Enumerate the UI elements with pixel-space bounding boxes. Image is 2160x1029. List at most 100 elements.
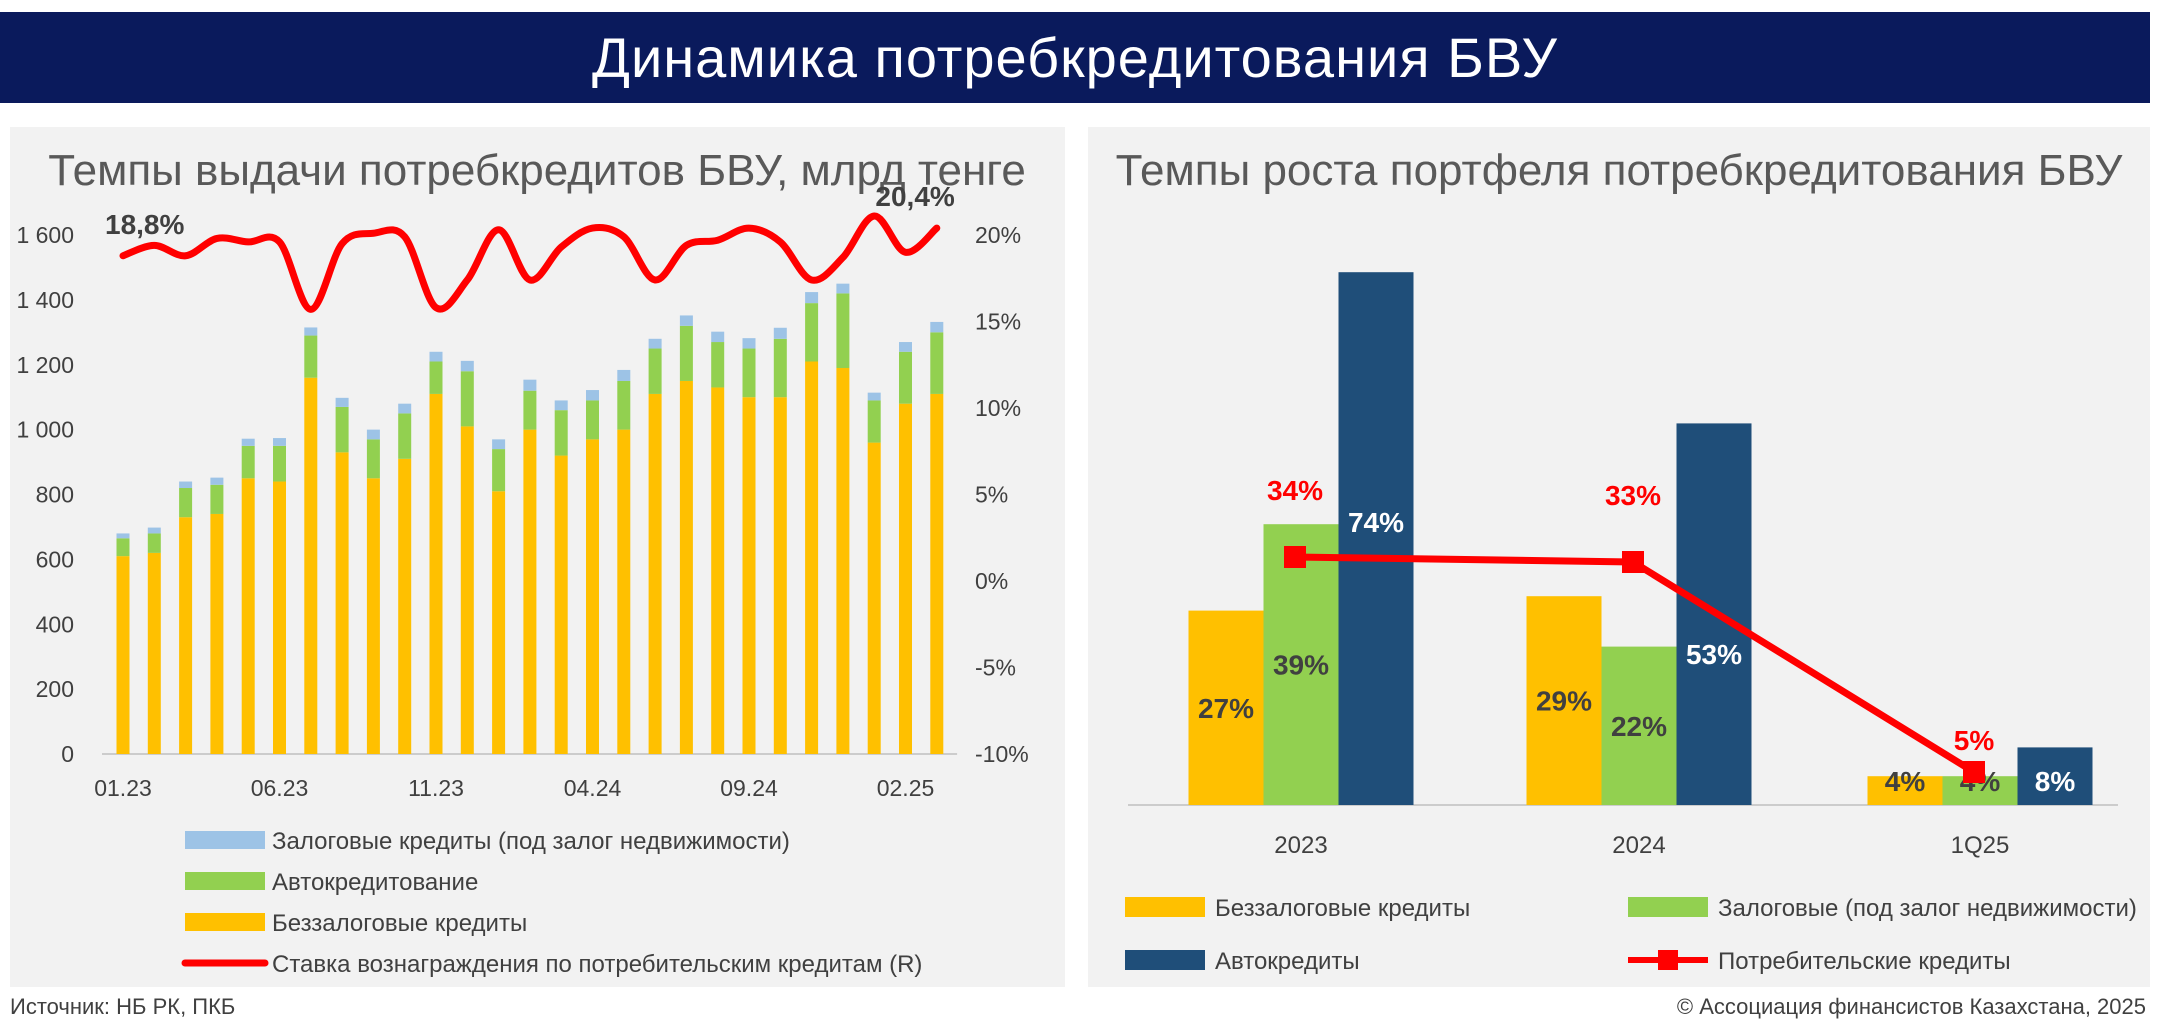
bar-segment-mortgage	[429, 351, 443, 362]
bar-segment-mortgage	[773, 327, 787, 339]
bar-segment-mortgage	[147, 527, 161, 534]
bar-segment-unsecured	[805, 361, 819, 754]
bar-segment-unsecured	[679, 380, 693, 754]
bar-segment-unsecured	[648, 393, 662, 754]
bar-segment-mortgage	[617, 369, 631, 381]
bar-data-label: 29%	[1536, 686, 1592, 717]
bar-segment-unsecured	[554, 455, 568, 754]
bar-segment-auto	[116, 538, 130, 557]
bar-segment-auto	[429, 361, 443, 394]
bar-segment-unsecured	[366, 478, 380, 754]
issuance-chart: Темпы выдачи потребкредитов БВУ, млрд те…	[16, 146, 1028, 978]
bar-segment-auto	[867, 400, 881, 443]
y-tick-label: 1 600	[16, 222, 74, 248]
y-tick-label: 800	[36, 482, 74, 508]
legend-label: Ставка вознаграждения по потребительским…	[272, 951, 922, 978]
bar-segment-mortgage	[554, 400, 568, 411]
bar-data-label: 22%	[1611, 711, 1667, 742]
bar-segment-unsecured	[742, 397, 756, 754]
bar-segment-mortgage	[179, 481, 193, 489]
chart-title: Темпы роста портфеля потребкредитования …	[1116, 146, 2124, 195]
bar-segment-mortgage	[273, 438, 286, 446]
bar-segment-auto	[773, 338, 787, 398]
portfolio-growth-chart-panel: Темпы роста портфеля потребкредитования …	[1088, 127, 2150, 987]
bar-segment-mortgage	[867, 392, 881, 401]
y-tick-label: 200	[36, 676, 74, 702]
bar-segment-auto	[617, 380, 631, 430]
bar-segment-unsecured	[867, 442, 881, 754]
y2-tick-label: 20%	[975, 222, 1021, 248]
bar-segment-unsecured	[836, 367, 850, 754]
bar-segment-auto	[492, 449, 506, 492]
line-data-label: 5%	[1954, 725, 1995, 756]
bar-data-label: 27%	[1198, 693, 1254, 724]
x-tick-label: 01.23	[94, 775, 152, 801]
bar-segment-auto	[241, 445, 255, 479]
bar-segment-unsecured	[523, 429, 537, 754]
y-tick-label: 1 400	[16, 287, 74, 313]
bar-segment-unsecured	[398, 458, 412, 754]
bar-data-label: 74%	[1348, 507, 1404, 538]
bar-segment-unsecured	[617, 429, 631, 754]
bar-segment-mortgage	[366, 429, 380, 440]
bar-segment-mortgage	[335, 397, 349, 407]
legend-marker	[1658, 950, 1678, 970]
bar-segment-auto	[398, 413, 412, 459]
bar-segment-auto	[460, 371, 474, 427]
portfolio-growth-chart: Темпы роста портфеля потребкредитования …	[1116, 146, 2137, 975]
bar-segment-auto	[366, 439, 380, 479]
y2-tick-label: 5%	[975, 482, 1008, 508]
bar-mortgage	[1263, 524, 1339, 805]
x-tick-label: 02.25	[877, 775, 935, 801]
y-tick-label: 600	[36, 546, 74, 572]
bar-mortgage	[1601, 646, 1677, 805]
bar-segment-unsecured	[586, 439, 599, 754]
consumer-loans-marker	[1622, 551, 1644, 573]
bar-segment-auto	[210, 484, 224, 514]
bar-segment-auto	[711, 342, 725, 388]
x-tick-label: 06.23	[251, 775, 309, 801]
page-title: Динамика потребкредитования БВУ	[0, 12, 2150, 103]
bar-segment-auto	[523, 390, 537, 430]
y-tick-label: 0	[61, 741, 74, 767]
bar-segment-auto	[335, 406, 349, 453]
bar-segment-mortgage	[116, 533, 130, 539]
consumer-loans-marker	[1284, 546, 1306, 568]
x-tick-label: 09.24	[720, 775, 778, 801]
issuance-chart-panel: Темпы выдачи потребкредитов БВУ, млрд те…	[10, 127, 1065, 987]
bar-segment-mortgage	[523, 379, 537, 391]
bar-segment-auto	[679, 325, 693, 381]
y-tick-label: 1 000	[16, 417, 74, 443]
legend-swatch	[185, 831, 265, 849]
bar-segment-auto	[147, 533, 161, 553]
bar-segment-mortgage	[210, 477, 224, 485]
bar-segment-auto	[648, 348, 662, 394]
bar-segment-unsecured	[335, 452, 349, 754]
bar-segment-unsecured	[241, 478, 255, 754]
legend-label: Залоговые (под залог недвижимости)	[1718, 895, 2137, 922]
legend-label: Беззалоговые кредиты	[1215, 895, 1470, 922]
bar-segment-mortgage	[836, 283, 850, 294]
legend-swatch	[1125, 950, 1205, 970]
bar-data-label: 4%	[1885, 766, 1926, 797]
bar-segment-mortgage	[805, 292, 819, 304]
bar-unsecured	[1188, 610, 1264, 805]
legend-swatch	[185, 872, 265, 890]
legend-label: Автокредитование	[272, 869, 478, 896]
bar-segment-unsecured	[210, 513, 224, 754]
y-tick-label: 1 200	[16, 352, 74, 378]
bar-segment-mortgage	[398, 403, 412, 414]
bar-segment-auto	[179, 488, 193, 518]
bar-data-label: 53%	[1686, 639, 1742, 670]
bar-segment-auto	[586, 400, 599, 440]
bar-segment-unsecured	[429, 393, 443, 754]
bar-data-label: 8%	[2035, 766, 2076, 797]
bar-segment-mortgage	[679, 315, 693, 326]
bar-segment-auto	[742, 348, 756, 398]
bar-segment-unsecured	[147, 552, 161, 754]
y2-tick-label: 10%	[975, 395, 1021, 421]
y2-tick-label: 0%	[975, 568, 1008, 594]
bar-segment-auto	[805, 303, 819, 362]
x-tick-label: 2023	[1274, 832, 1327, 859]
bar-segment-mortgage	[304, 327, 318, 336]
